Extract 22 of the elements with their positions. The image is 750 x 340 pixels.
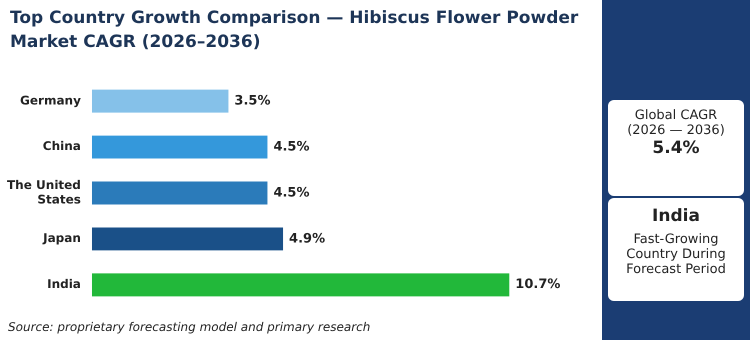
y-tick-label: Japan — [42, 231, 81, 246]
data-label: 10.7% — [515, 277, 560, 292]
source-note: Source: proprietary forecasting model and primary research — [8, 320, 370, 334]
bar — [92, 273, 510, 296]
bar — [92, 90, 228, 113]
y-tick-label: China — [42, 139, 81, 154]
data-label: 3.5% — [234, 94, 270, 109]
text: Global CAGR — [634, 108, 718, 123]
y-tick-label: The United States — [6, 178, 81, 206]
data-label: 4.5% — [273, 185, 310, 200]
y-tick-label: Germany — [20, 93, 82, 108]
text: India — [651, 206, 701, 226]
bar — [92, 227, 284, 250]
bar — [92, 182, 268, 204]
data-label: 4.5% — [273, 139, 310, 154]
y-tick-label: India — [47, 276, 81, 291]
text: 5.4% — [651, 138, 701, 158]
text: Fast-Growing Country During Forecast Period — [625, 232, 727, 277]
data-label: 4.9% — [289, 231, 326, 246]
chart-title: Top Country Growth Comparison — Hibiscus Flower Powder Market CAGR (2026–2036) — [10, 7, 580, 54]
text: (2026 — 2036) — [626, 123, 726, 138]
bar — [92, 136, 268, 159]
